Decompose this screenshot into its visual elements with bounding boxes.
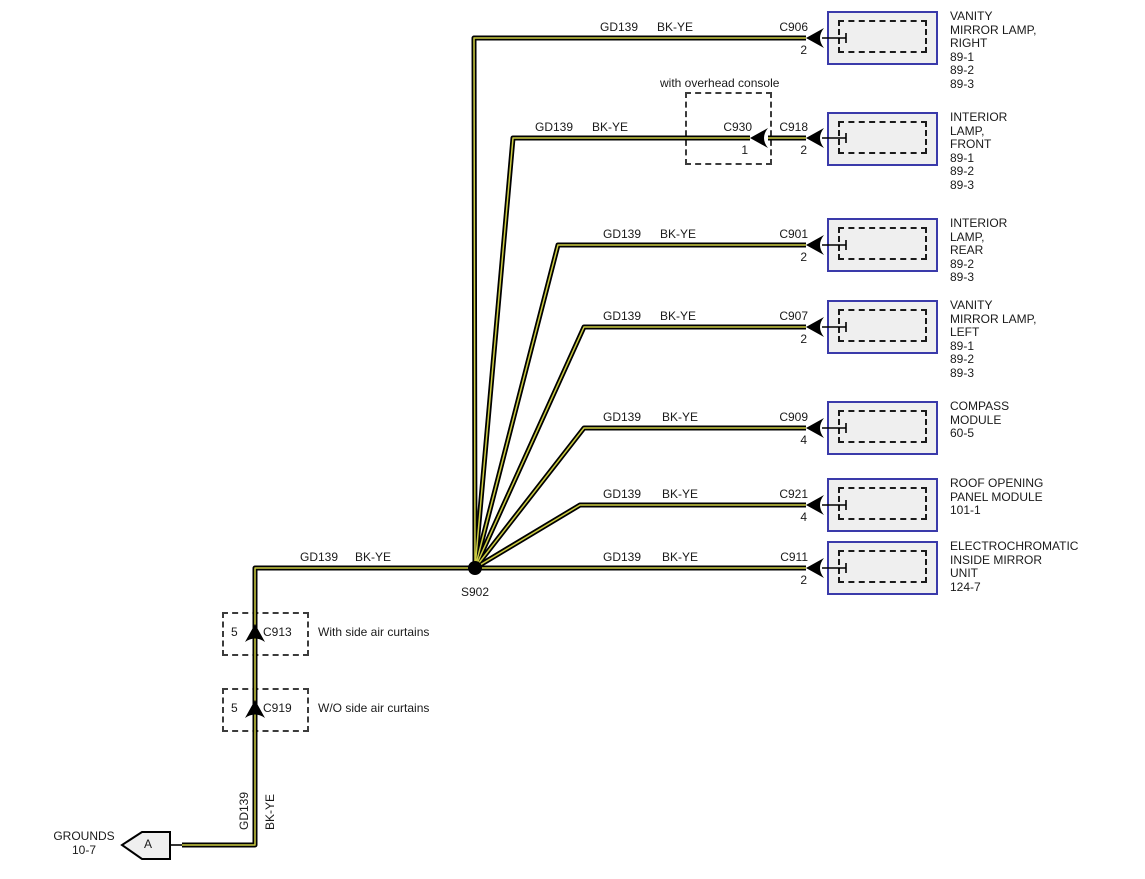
connector-label-c921: C921 [779,487,808,501]
connector-label-c930: C930 [723,120,752,134]
arrow-c911 [806,558,824,578]
wire-color-label: BK-YE [657,20,694,34]
wire-color-label: BK-YE [592,120,629,134]
arrow-c906 [806,28,824,48]
circuit-label: GD139 [535,120,574,134]
circuit-label: GD139 [603,227,642,241]
connector-label-c906: C906 [779,20,808,34]
option-note-without-curtains: W/O side air curtains [318,701,430,715]
component-box-inner-dashed [838,309,927,342]
arrow-c907 [806,317,824,337]
pin-label-c913: 5 [231,625,238,639]
connector-label-c909: C909 [779,410,808,424]
circuit-label: GD139 [603,309,642,323]
wire-color-label-ground-leg: BK-YE [263,793,277,830]
pin-label: 2 [800,250,807,264]
ground-offpage-tag: A [143,837,152,851]
overhead-console-option-box [685,92,772,165]
option-note-with-curtains: With side air curtains [318,625,430,639]
component-box-inner-dashed [838,410,927,443]
circuit-label-trunk: GD139 [300,550,339,564]
pin-label: 2 [800,573,807,587]
component-label-compass-module: COMPASS MODULE 60-5 [950,399,1010,440]
connector-label-c918: C918 [779,120,808,134]
connector-label-c907: C907 [779,309,808,323]
circuit-label: GD139 [600,20,639,34]
pin-label: 2 [800,143,807,157]
connector-arrows [245,28,824,718]
circuit-label: GD139 [603,410,642,424]
arrow-c919 [245,700,265,718]
wire-c907 [472,324,806,570]
component-label-interior-front: INTERIOR LAMP, FRONT 89-1 89-2 89-3 [950,110,1008,192]
component-label-electrochromatic-mirror: ELECTROCHROMATIC INSIDE MIRROR UNIT 124-… [950,539,1079,594]
ground-destination-label: GROUNDS 10-7 [53,829,115,857]
component-label-interior-rear: INTERIOR LAMP, REAR 89-2 89-3 [950,216,1008,284]
wire-c901 [472,242,806,569]
connector-label-c919: C919 [263,701,292,715]
connector-label-c911: C911 [780,550,808,564]
splice-label-s902: S902 [460,585,490,599]
wire-color-label: BK-YE [662,410,699,424]
connector-label-c913: C913 [263,625,292,639]
pin-leads [170,33,847,846]
inline-connector-box-c919 [222,688,309,732]
wire-color-label: BK-YE [660,309,697,323]
ground-offpage-connector [120,831,171,860]
circuit-label-ground-leg: GD139 [237,791,251,830]
component-label-vanity-right: VANITY MIRROR LAMP, RIGHT 89-1 89-2 89-3 [950,9,1037,91]
arrow-c930 [750,128,768,148]
wire-color-label: BK-YE [662,550,699,564]
connector-label-c901: C901 [779,227,808,241]
component-box-inner-dashed [838,20,927,53]
component-label-roof-panel-module: ROOF OPENING PANEL MODULE 101-1 [950,476,1044,517]
wires [182,35,806,848]
arrow-c909 [806,418,824,438]
component-label-vanity-left: VANITY MIRROR LAMP, LEFT 89-1 89-2 89-3 [950,298,1037,380]
pin-label: 1 [741,143,748,157]
arrow-c921 [806,495,824,515]
wire-color-label: BK-YE [660,227,697,241]
component-box-inner-dashed [838,227,927,260]
component-box-inner-dashed [838,487,927,520]
component-box-inner-dashed [838,550,927,583]
pin-label: 2 [800,43,807,57]
pin-label: 4 [800,433,807,447]
pin-label: 4 [800,510,807,524]
option-note-overhead-console: with overhead console [660,76,780,90]
pin-label: 2 [800,332,807,346]
wire-color-label-trunk: BK-YE [355,550,392,564]
arrow-c901 [806,235,824,255]
circuit-label: GD139 [603,487,642,501]
wire-color-label: BK-YE [662,487,699,501]
arrow-c918 [806,128,824,148]
pin-label-c919: 5 [231,701,238,715]
arrow-c913 [245,624,265,642]
circuit-label: GD139 [603,550,642,564]
splice-s902-dot [468,561,482,575]
inline-connector-box-c913 [222,612,309,656]
